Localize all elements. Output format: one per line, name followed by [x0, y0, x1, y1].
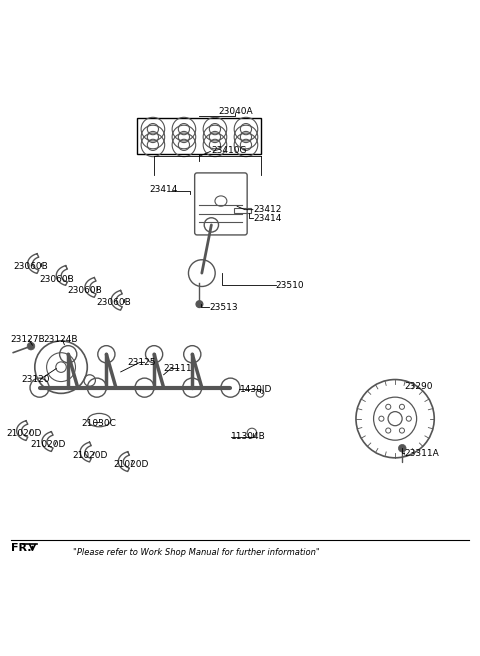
- Text: 23060B: 23060B: [67, 286, 102, 295]
- Text: 23120: 23120: [22, 375, 50, 384]
- Text: 23124B: 23124B: [43, 335, 78, 344]
- Text: "Please refer to Work Shop Manual for further information": "Please refer to Work Shop Manual for fu…: [73, 548, 320, 557]
- Text: 23414: 23414: [253, 214, 282, 223]
- Text: 21030C: 21030C: [82, 419, 117, 428]
- Text: 23513: 23513: [209, 303, 238, 312]
- Text: 23414: 23414: [149, 185, 178, 194]
- Text: 21020D: 21020D: [114, 461, 149, 470]
- Text: 23060B: 23060B: [39, 275, 74, 284]
- Text: 23040A: 23040A: [218, 108, 253, 116]
- Text: 21020D: 21020D: [30, 440, 65, 449]
- Text: 23060B: 23060B: [96, 298, 131, 307]
- Text: 23311A: 23311A: [405, 449, 439, 457]
- Text: 23060B: 23060B: [13, 262, 48, 272]
- Text: 23510: 23510: [276, 281, 304, 289]
- Text: 23111: 23111: [164, 364, 192, 373]
- Circle shape: [27, 342, 35, 350]
- Circle shape: [196, 301, 203, 308]
- Text: 23127B: 23127B: [10, 335, 45, 344]
- Text: 23410G: 23410G: [211, 146, 247, 155]
- Text: 21020D: 21020D: [72, 451, 108, 460]
- Text: FR.: FR.: [11, 543, 31, 554]
- Text: 23412: 23412: [253, 205, 282, 214]
- Bar: [234, 208, 251, 213]
- Text: 11304B: 11304B: [231, 432, 266, 441]
- Text: 23125: 23125: [128, 358, 156, 367]
- Circle shape: [398, 445, 406, 452]
- Text: 1430JD: 1430JD: [240, 384, 272, 394]
- Bar: [137, 118, 262, 154]
- Text: 21020D: 21020D: [6, 430, 42, 438]
- Text: 23290: 23290: [405, 382, 433, 391]
